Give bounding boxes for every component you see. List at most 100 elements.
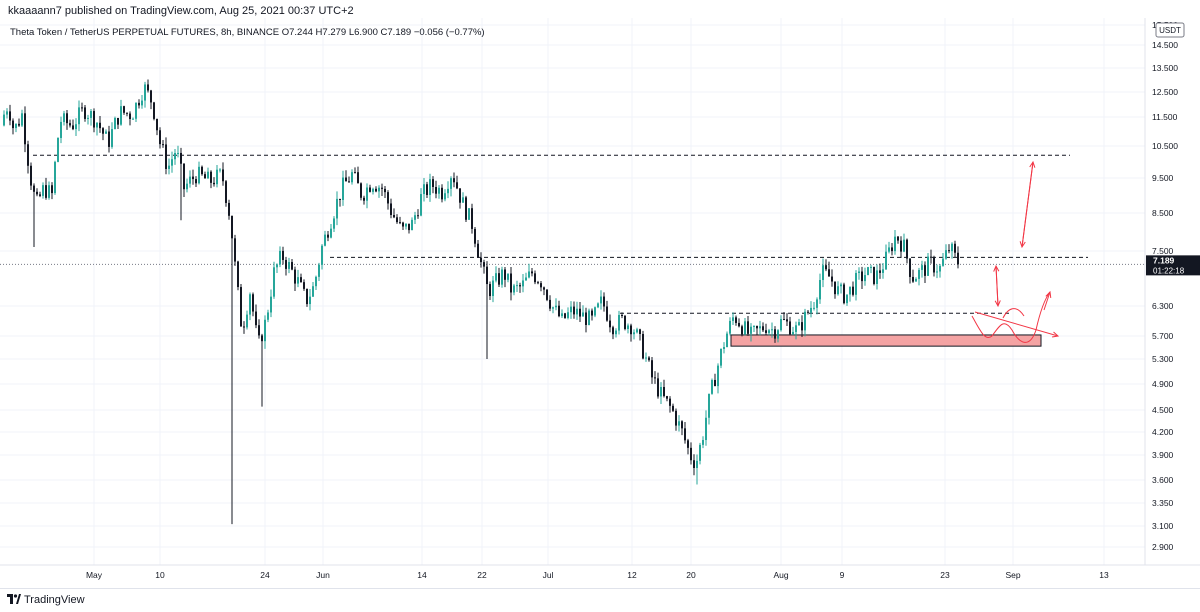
candle-body: [291, 262, 293, 270]
candle-body: [39, 194, 41, 196]
price-tick-label: 10.500: [1152, 141, 1178, 151]
candle-body: [207, 171, 209, 179]
candle-body: [900, 240, 902, 252]
candle-body: [273, 267, 275, 297]
candle-body: [462, 197, 464, 203]
candle-body: [495, 273, 497, 281]
high-value: H7.279: [315, 27, 347, 38]
candle-body: [834, 281, 836, 295]
candle-body: [486, 266, 488, 285]
candle-body: [843, 284, 845, 304]
candle-body: [777, 330, 779, 339]
price-tick-label: 8.500: [1152, 208, 1174, 218]
candle-body: [417, 215, 419, 217]
price-tick-label: 4.900: [1152, 379, 1174, 389]
candle-body: [60, 121, 62, 138]
candle-body: [402, 222, 404, 227]
candle-body: [252, 294, 254, 312]
candle-body: [792, 331, 794, 335]
candle-body: [855, 272, 857, 295]
candle-body: [549, 299, 551, 309]
candle-body: [126, 112, 128, 114]
candle-body: [246, 314, 248, 328]
candle-body: [228, 202, 230, 216]
candle-body: [72, 125, 74, 130]
candle-body: [345, 177, 347, 182]
wave-path: [971, 291, 1051, 343]
candle-body: [741, 326, 743, 335]
candle-body: [561, 313, 563, 317]
candle-body: [108, 131, 110, 147]
candle-body: [267, 312, 269, 320]
candle-body: [729, 320, 731, 334]
candle-body: [738, 322, 740, 327]
price-tick-label: 5.700: [1152, 331, 1174, 341]
arrow-up-zone: [995, 265, 999, 307]
price-chart[interactable]: 15.50014.50013.50012.50011.50010.5009.50…: [0, 18, 1200, 588]
tradingview-logo[interactable]: TradingView: [7, 593, 85, 607]
open-value: O7.244: [281, 27, 313, 38]
candle-body: [873, 266, 875, 284]
candle-body: [807, 311, 809, 313]
candle-body: [558, 305, 560, 317]
candle-body: [948, 250, 950, 252]
candle-body: [660, 386, 662, 397]
candle-body: [573, 306, 575, 315]
trend-arrow-head: [1052, 331, 1060, 338]
candle-body: [447, 188, 449, 194]
candle-body: [681, 421, 683, 429]
candle-body: [198, 166, 200, 184]
candle-body: [522, 280, 524, 287]
time-tick-label: Jun: [316, 570, 330, 580]
support-zone[interactable]: [730, 334, 1042, 347]
candle-body: [348, 181, 350, 183]
drawing-annotations[interactable]: [971, 160, 1060, 343]
candle-body: [261, 335, 263, 342]
candle-body: [651, 360, 653, 378]
candle-body: [567, 312, 569, 318]
low-value: L6.900: [348, 27, 378, 38]
candle-body: [732, 317, 734, 321]
candle-body: [693, 460, 695, 468]
candle-body: [132, 118, 134, 120]
candle-body: [825, 265, 827, 270]
currency-label: USDT: [1159, 26, 1181, 35]
candle-body: [753, 325, 755, 327]
candle-body: [147, 84, 149, 91]
candle-body: [939, 265, 941, 272]
candle-body: [642, 333, 644, 359]
candle-body: [387, 192, 389, 204]
candle-body: [588, 310, 590, 326]
candle-body: [111, 129, 113, 147]
candle-body: [675, 410, 677, 426]
candle-body: [129, 113, 131, 119]
candle-body: [783, 319, 785, 321]
candle-body: [225, 181, 227, 203]
candle-body: [396, 217, 398, 223]
candle-body: [765, 330, 767, 333]
candle-body: [603, 296, 605, 307]
candle-body: [216, 169, 218, 185]
price-axis[interactable]: 15.50014.50013.50012.50011.50010.5009.50…: [1144, 18, 1200, 588]
candle-body: [114, 117, 116, 130]
candle-body: [360, 183, 362, 198]
time-axis[interactable]: May 10 24 Jun 14 22 Jul 12 20 Aug 9 23 Sep 13: [0, 564, 1200, 580]
candle-body: [816, 299, 818, 308]
candle-body: [615, 330, 617, 335]
candle-body: [594, 307, 596, 316]
price-tick-label: 3.600: [1152, 475, 1174, 485]
candle-body: [795, 325, 797, 332]
time-tick-label: 14: [417, 570, 427, 580]
chart-frame[interactable]: 15.50014.50013.50012.50011.50010.5009.50…: [0, 18, 1200, 588]
candle-body: [951, 243, 953, 252]
time-tick-label: Aug: [773, 570, 788, 580]
candle-body: [426, 184, 428, 195]
candle-body: [876, 270, 878, 284]
footer: TradingView: [0, 588, 1200, 612]
candle-body: [162, 144, 164, 146]
candle-body: [789, 321, 791, 335]
arrow-down-target: [1021, 161, 1034, 248]
candle-body: [75, 124, 77, 130]
candle-body: [579, 308, 581, 317]
candle-body: [393, 214, 395, 218]
